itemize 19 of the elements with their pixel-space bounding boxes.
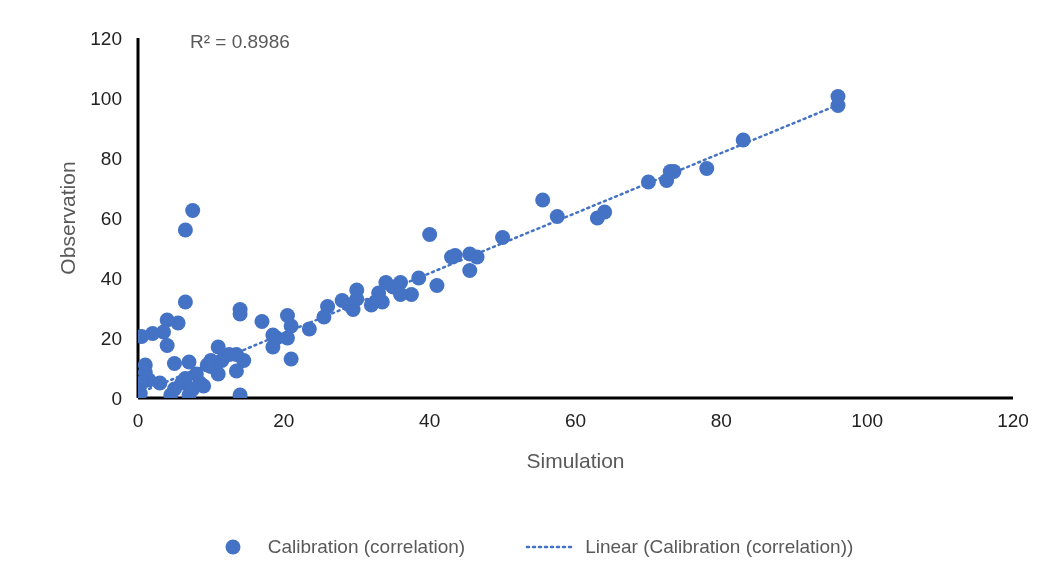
x-axis-title: Simulation bbox=[526, 449, 625, 472]
y-tick-label: 20 bbox=[100, 327, 122, 349]
y-tick-label: 0 bbox=[111, 387, 122, 409]
legend-label: Linear (Calibration (correlation)) bbox=[585, 536, 854, 558]
y-tick-label: 100 bbox=[90, 87, 122, 109]
y-tick-label: 80 bbox=[100, 147, 122, 169]
legend-label: Calibration (correlation) bbox=[267, 536, 466, 558]
x-tick-label: 40 bbox=[419, 410, 441, 432]
y-axis-title: Observation bbox=[56, 161, 80, 275]
x-tick-label: 100 bbox=[851, 410, 884, 432]
x-tick-label: 80 bbox=[710, 410, 732, 432]
y-tick-label: 40 bbox=[100, 267, 122, 289]
y-tick-label: 60 bbox=[100, 207, 122, 229]
annotation: R² = 0.8986 bbox=[190, 31, 290, 52]
x-tick-label: 120 bbox=[997, 410, 1029, 432]
y-tick-label: 120 bbox=[90, 27, 122, 49]
x-tick-label: 0 bbox=[132, 410, 144, 432]
x-tick-label: 20 bbox=[273, 410, 295, 432]
x-tick-label: 60 bbox=[564, 410, 587, 432]
